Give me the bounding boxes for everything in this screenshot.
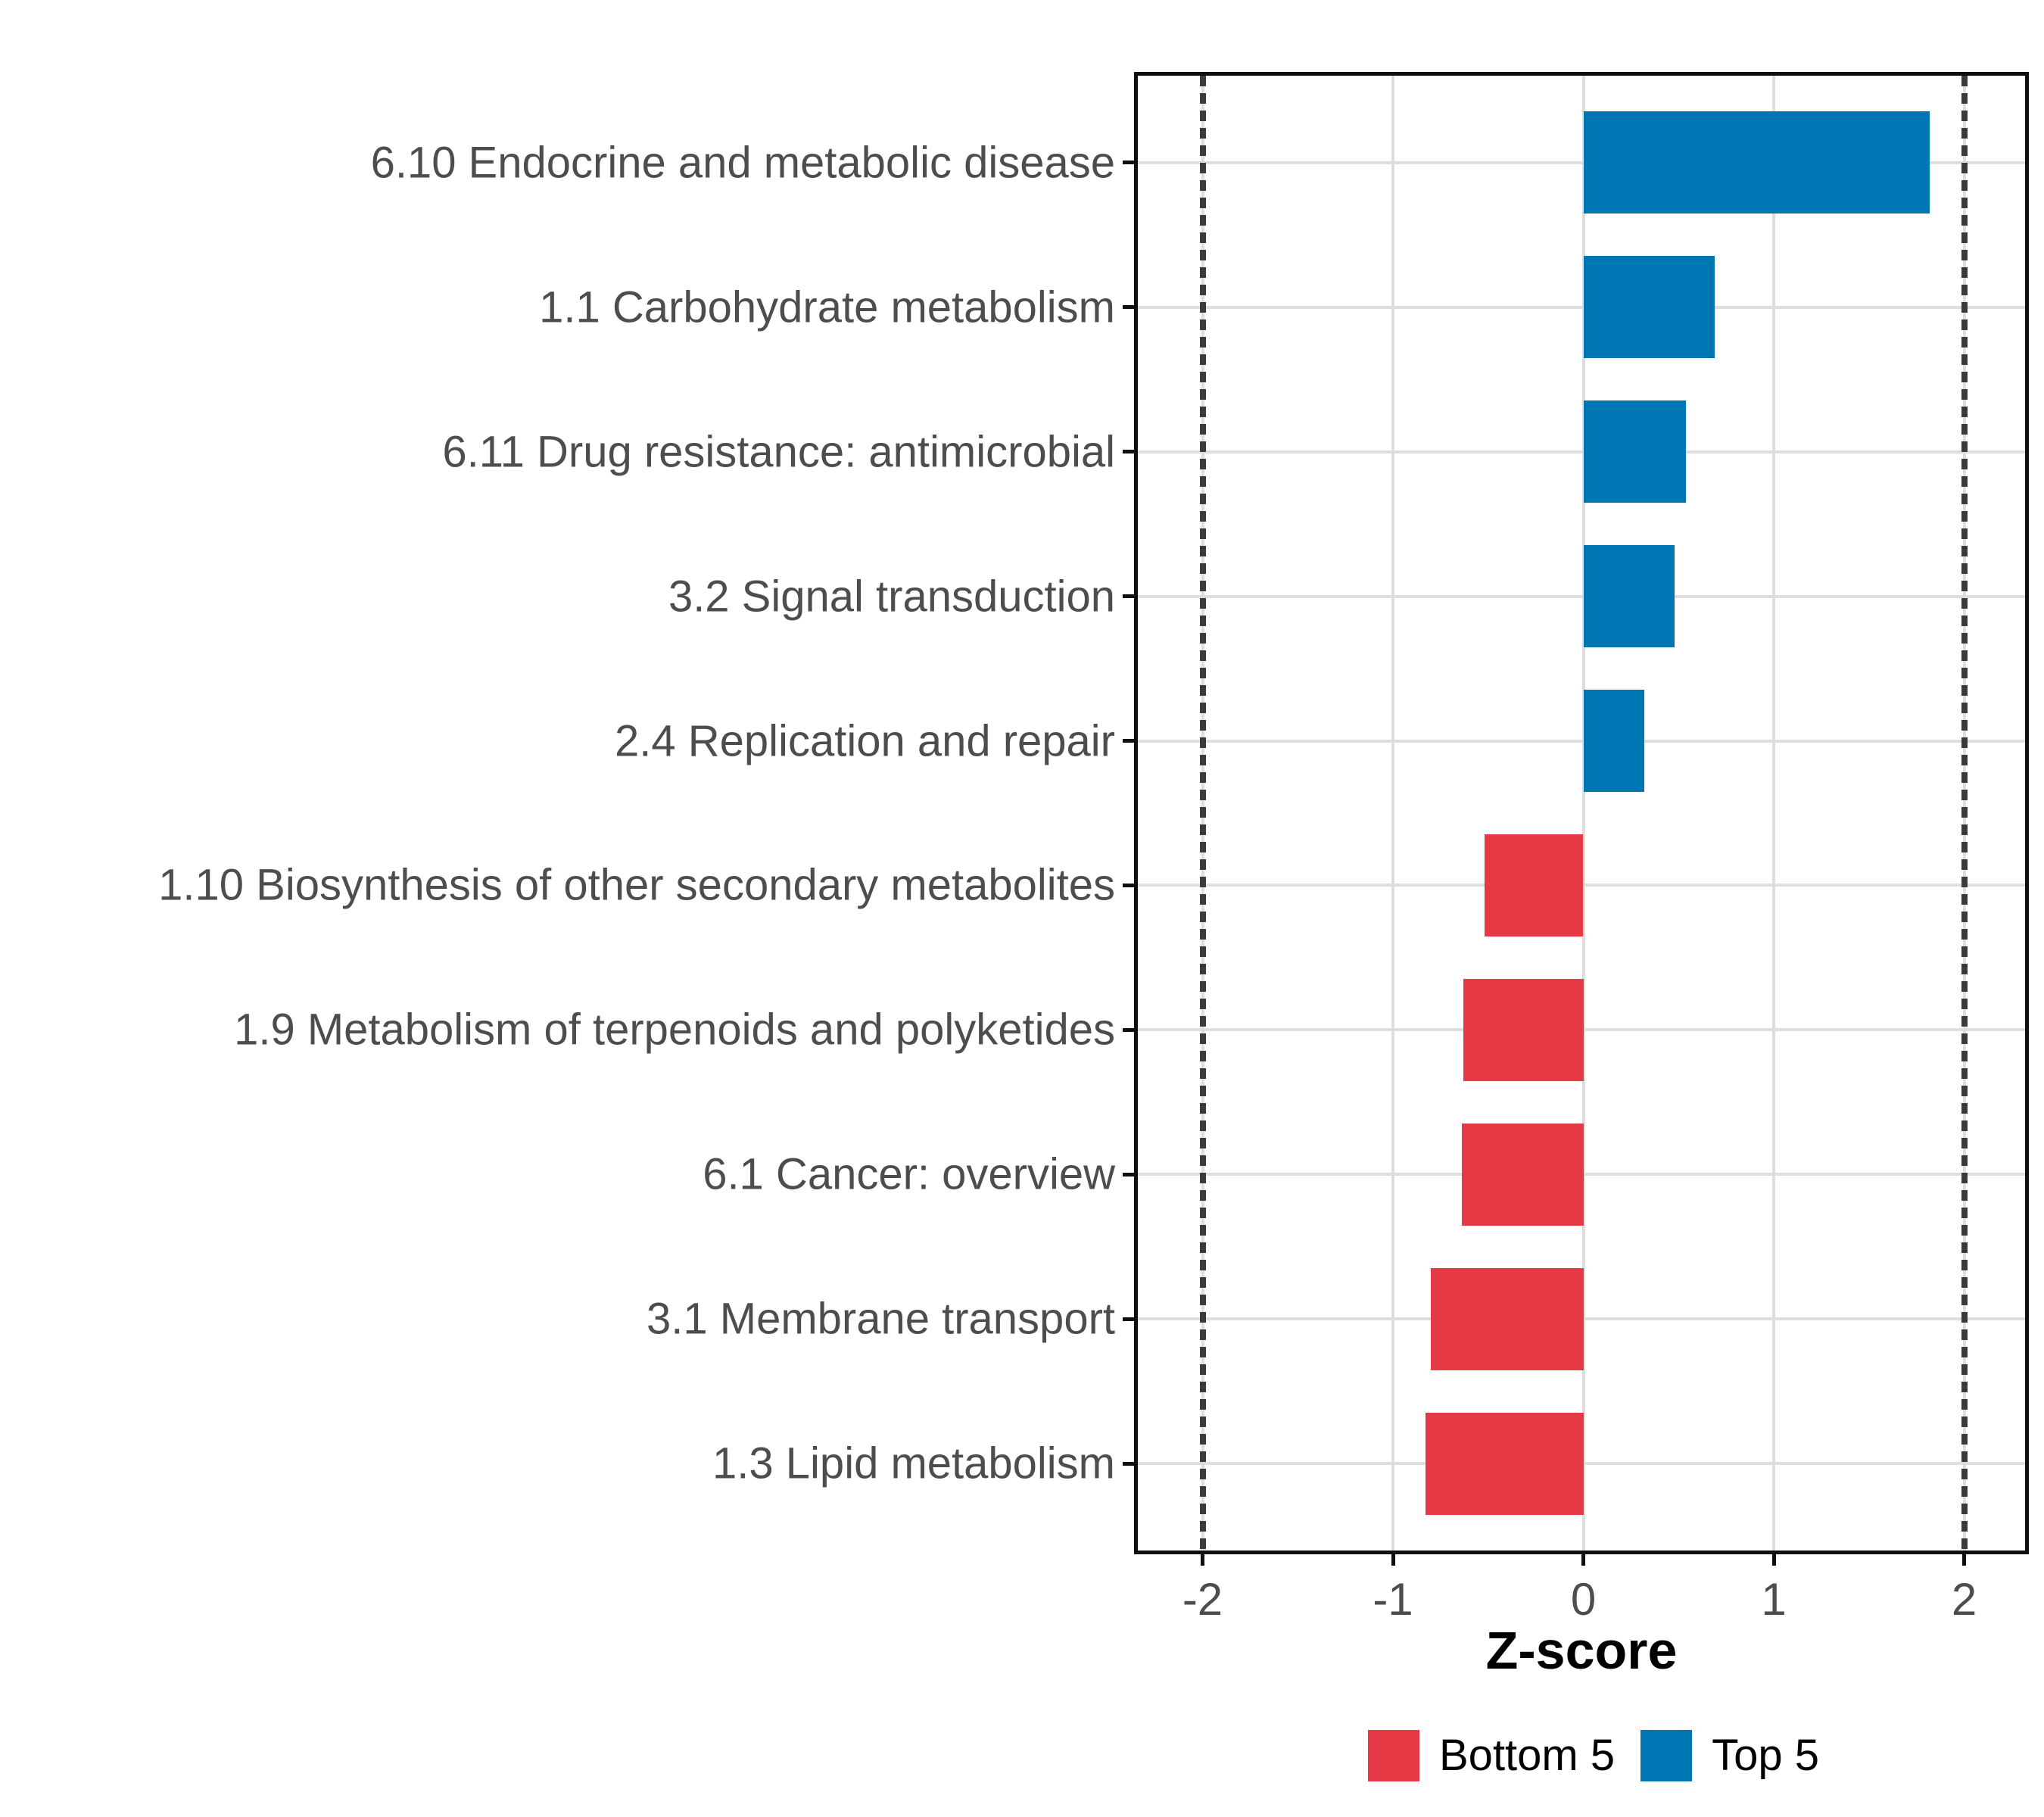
y-tick-mark — [1123, 1461, 1138, 1466]
x-tick-mark — [1771, 1551, 1776, 1566]
x-tick-label: 0 — [1570, 1574, 1597, 1625]
bar — [1583, 690, 1644, 792]
x-tick-mark — [1391, 1551, 1395, 1566]
y-tick-mark — [1123, 739, 1138, 743]
y-tick-mark — [1123, 1027, 1138, 1032]
bar — [1583, 256, 1715, 359]
x-tick-mark — [1201, 1551, 1204, 1566]
reference-line — [1961, 76, 1968, 1551]
y-axis-label: 1.9 Metabolism of terpenoids and polyket… — [234, 1005, 1115, 1055]
legend-swatch-bottom5 — [1368, 1730, 1419, 1781]
x-tick-mark — [1962, 1551, 1967, 1566]
x-tick-label: 2 — [1951, 1574, 1977, 1625]
y-axis-label: 1.1 Carbohydrate metabolism — [539, 282, 1115, 332]
y-axis-label: 6.1 Cancer: overview — [703, 1149, 1115, 1199]
y-axis-label: 1.3 Lipid metabolism — [712, 1438, 1115, 1488]
bar — [1583, 400, 1687, 503]
y-gridline — [1138, 161, 2025, 164]
y-tick-mark — [1123, 883, 1138, 887]
x-tick-label: -2 — [1182, 1574, 1223, 1625]
y-axis-label: 1.10 Biosynthesis of other secondary met… — [158, 860, 1115, 910]
y-gridline — [1138, 450, 2025, 453]
y-axis-label: 3.1 Membrane transport — [647, 1294, 1115, 1344]
x-axis-title: Z-score — [1485, 1621, 1678, 1680]
y-tick-mark — [1123, 1172, 1138, 1177]
legend-label-top5: Top 5 — [1712, 1731, 1820, 1780]
y-tick-mark — [1123, 305, 1138, 310]
x-tick-mark — [1581, 1551, 1585, 1566]
y-gridline — [1138, 594, 2025, 598]
bar — [1461, 1123, 1584, 1226]
legend-swatch-top5 — [1640, 1730, 1693, 1781]
y-gridline — [1138, 305, 2025, 309]
bar — [1583, 111, 1930, 214]
bar — [1431, 1267, 1584, 1370]
y-gridline — [1138, 739, 2025, 743]
x-tick-label: 1 — [1761, 1574, 1787, 1625]
legend-label-bottom5: Bottom 5 — [1439, 1731, 1616, 1780]
y-tick-mark — [1123, 594, 1138, 599]
x-gridline — [1581, 76, 1585, 1551]
y-axis-label: 2.4 Replication and repair — [615, 716, 1115, 765]
x-tick-label: -1 — [1373, 1574, 1413, 1625]
x-gridline — [1772, 76, 1776, 1551]
legend: Bottom 5 Top 5 — [1368, 1730, 1845, 1781]
y-tick-mark — [1123, 450, 1138, 454]
y-tick-mark — [1123, 161, 1138, 165]
bar — [1583, 545, 1675, 648]
reference-line — [1199, 76, 1206, 1551]
y-axis-label: 3.2 Signal transduction — [668, 572, 1115, 622]
bar — [1425, 1412, 1584, 1515]
y-axis-label: 6.10 Endocrine and metabolic disease — [370, 138, 1115, 188]
bar — [1463, 978, 1584, 1081]
y-tick-mark — [1123, 1317, 1138, 1321]
bar — [1484, 834, 1584, 937]
y-axis-label: 6.11 Drug resistance: antimicrobial — [442, 427, 1115, 477]
x-gridline — [1391, 76, 1394, 1551]
